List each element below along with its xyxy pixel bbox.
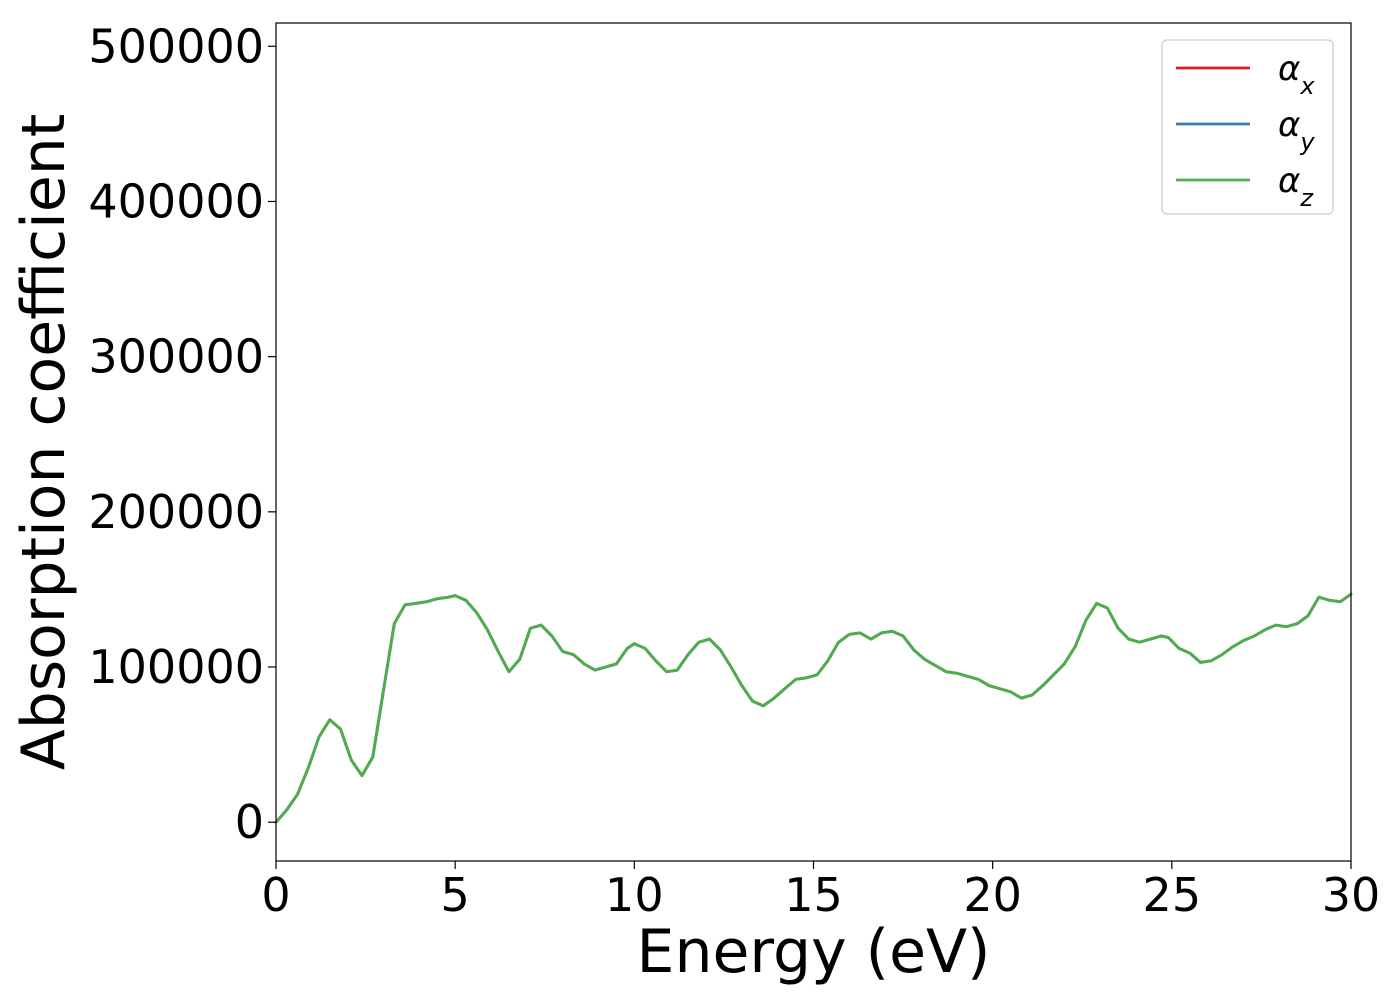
x-tick-label: 25 <box>1143 868 1202 922</box>
x-tick-label: 0 <box>261 868 290 922</box>
y-tick-label: 300000 <box>88 330 264 384</box>
y-tick-label: 0 <box>235 795 264 849</box>
x-tick-label: 10 <box>605 868 664 922</box>
y-tick-label: 500000 <box>88 19 264 73</box>
x-tick-label: 15 <box>784 868 843 922</box>
y-tick-label: 200000 <box>88 485 264 539</box>
y-tick-label: 400000 <box>88 174 264 228</box>
x-tick-label: 30 <box>1322 868 1381 922</box>
x-axis-ticks: 0 5 10 15 20 25 30 <box>261 861 1380 922</box>
series-layer <box>274 592 1353 824</box>
series-line-3 <box>274 592 1353 824</box>
y-axis-label: Absorption coefficient <box>9 114 79 771</box>
x-axis-label: Energy (eV) <box>637 917 991 987</box>
x-tick-label: 5 <box>441 868 470 922</box>
x-tick-label: 20 <box>963 868 1022 922</box>
y-tick-label: 100000 <box>88 640 264 694</box>
legend-box <box>1161 39 1334 215</box>
y-axis-ticks: 0 100000 200000 300000 400000 500000 <box>88 19 276 849</box>
